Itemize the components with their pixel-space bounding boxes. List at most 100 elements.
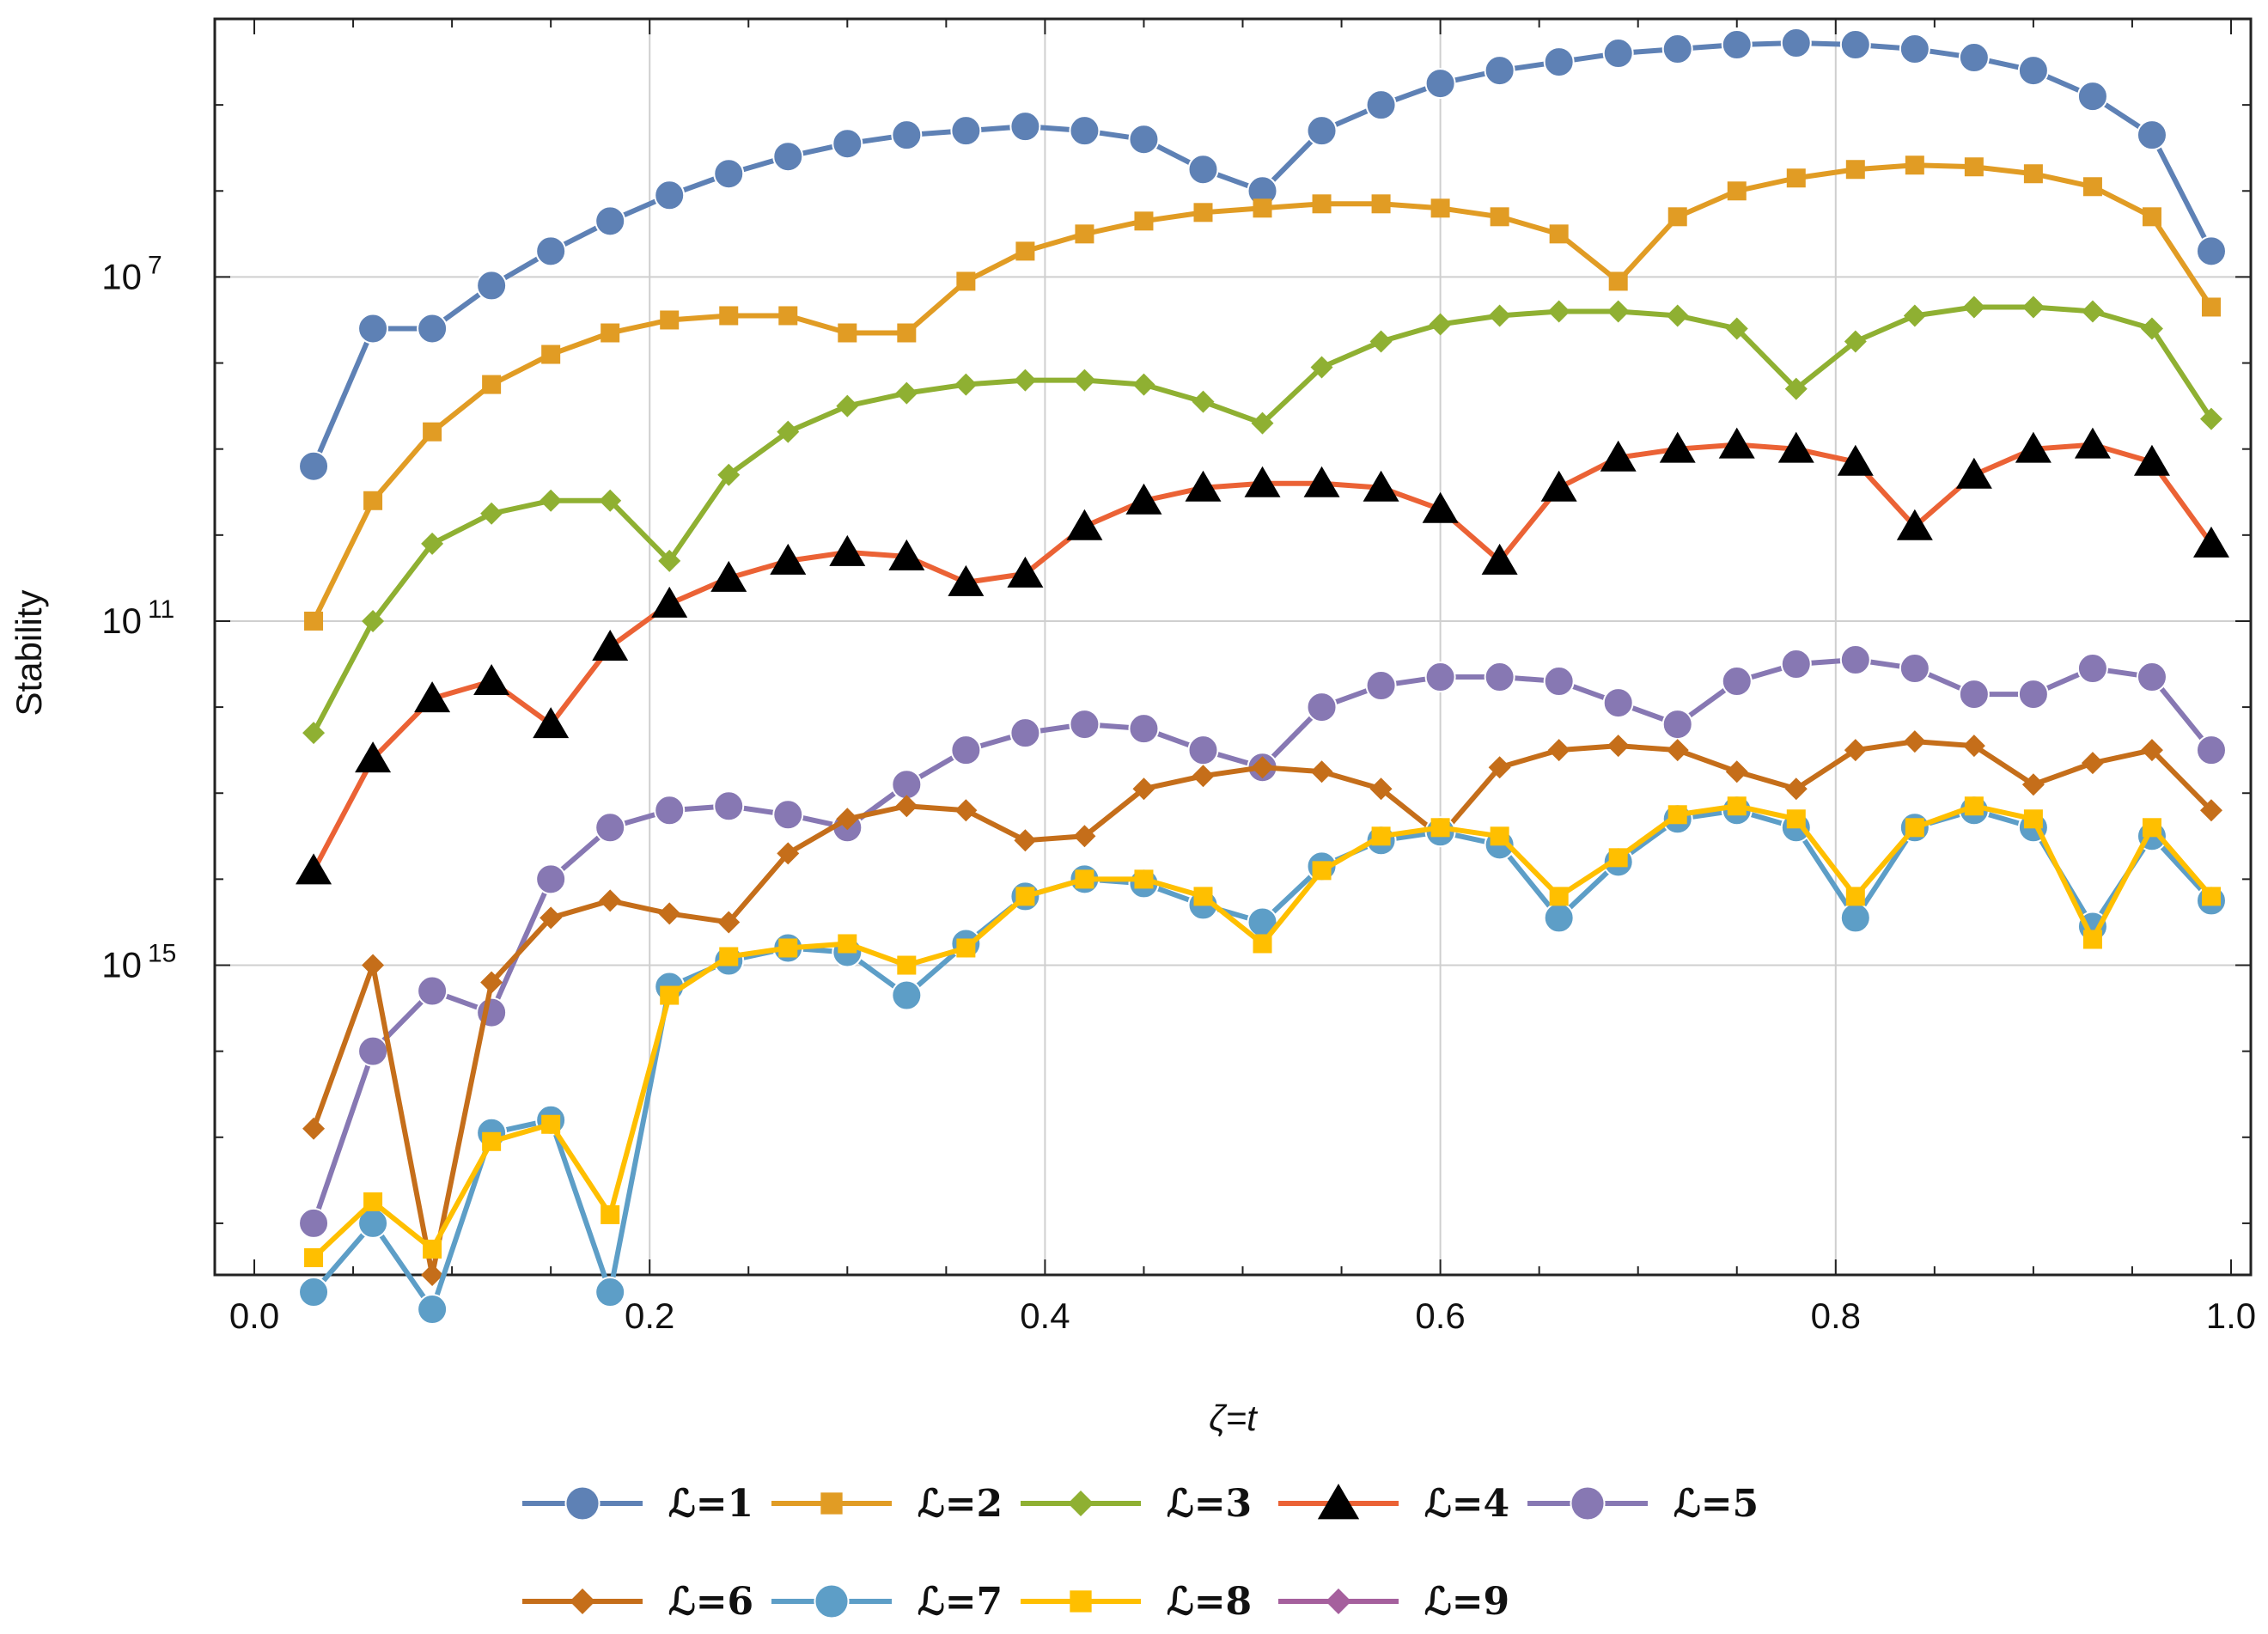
data-point [710,560,747,592]
data-point [594,1277,626,1308]
legend-item-2: ℒ=2 [771,1482,1003,1526]
data-point [658,902,681,925]
data-point [2074,427,2111,459]
data-point [829,534,866,566]
data-point [891,119,923,151]
data-point [1666,304,1689,327]
data-point [1484,55,1515,87]
series-layer [296,27,2229,1326]
data-point [1903,730,1926,753]
data-point [1429,313,1452,336]
data-point [1666,739,1689,762]
data-point [1784,777,1808,801]
data-point [304,1247,324,1267]
data-point [1075,224,1094,244]
series-line [311,40,2214,469]
data-point [533,707,570,739]
data-point [1661,709,1693,741]
data-point [1608,271,1628,291]
data-point [2017,55,2049,87]
data-point [1244,466,1281,497]
data-point [1784,377,1808,400]
data-point [778,938,798,958]
data-point [838,934,857,954]
data-point [1964,157,1984,177]
data-point [1899,34,1930,65]
data-point [658,549,681,572]
data-point [1490,207,1509,227]
data-point [719,306,739,326]
data-point [417,1294,448,1326]
data-point [1015,887,1035,906]
data-point [1369,777,1393,801]
legend-swatch-marker [1317,1484,1360,1520]
data-point [1073,369,1096,392]
data-point [302,722,326,745]
data-point [719,947,739,966]
series-4 [296,427,2229,885]
data-point [1844,330,1867,353]
data-point [540,906,563,930]
series-6 [302,730,2222,1286]
data-point [1481,543,1518,575]
data-point [601,1204,620,1224]
data-point [592,630,629,661]
data-point [1187,735,1219,766]
data-point [1608,848,1628,868]
legend-label: ℒ=6 [668,1580,753,1624]
data-point [1540,470,1577,502]
data-point [473,664,510,696]
data-point [1312,861,1332,881]
data-point [1837,444,1874,476]
legend-label: ℒ=2 [918,1482,1003,1526]
data-point [1780,27,1812,59]
data-point [1899,653,1930,685]
data-point [1424,662,1456,693]
data-point [2133,444,2170,476]
data-point [1128,124,1160,155]
data-point [1962,735,1985,758]
data-point [1547,739,1570,762]
data-point [954,373,978,396]
data-point [1253,934,1272,954]
data-point [956,271,976,291]
legend-label: ℒ=9 [1424,1580,1509,1624]
y-tick-label-exponent: 7 [148,251,162,279]
legend-item-6: ℒ=6 [522,1580,753,1624]
legend-item-8: ℒ=8 [1021,1580,1252,1624]
y-tick-label-base: 10 [101,945,142,985]
x-tick-label: 1.0 [2206,1296,2256,1336]
legend-swatch-marker [1068,1491,1094,1516]
legend-swatch-marker [814,1583,850,1619]
data-point [1955,457,1992,489]
data-point [1721,29,1753,61]
data-point [1490,826,1509,846]
data-point [1430,198,1450,218]
data-point [1549,224,1569,244]
data-point [1606,735,1630,758]
data-point [1845,160,1865,180]
data-point [2021,296,2045,319]
x-axis-title: ζ=t [1209,1398,1259,1438]
data-point [948,564,985,596]
data-point [778,306,798,326]
series-line [311,808,2214,1313]
data-point [838,323,857,343]
data-point [1015,241,1035,261]
data-point [660,985,680,1005]
data-point [2082,177,2102,197]
data-point [772,141,804,173]
data-point [1903,304,1926,327]
data-point [414,681,451,713]
data-point [1727,796,1747,816]
data-point [421,1264,444,1286]
data-point [1667,207,1687,227]
data-point [1185,470,1222,502]
data-point [1192,765,1215,788]
data-point [535,235,567,267]
legend-label: ℒ=8 [1167,1580,1252,1624]
series-1 [298,27,2227,482]
data-point [1253,198,1272,218]
data-point [2076,653,2108,685]
